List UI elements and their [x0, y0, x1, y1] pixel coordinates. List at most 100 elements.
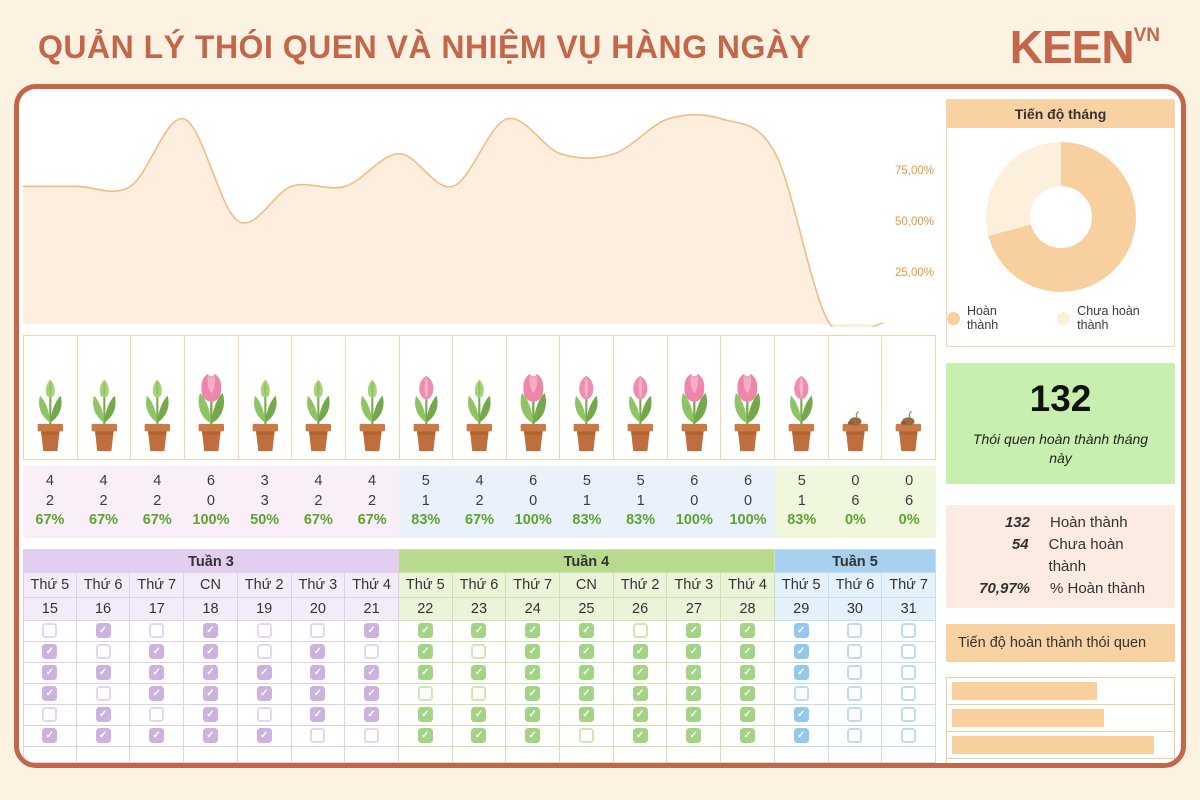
checkbox-day15-habit5[interactable]	[42, 707, 58, 722]
checkbox-day29-habit4[interactable]	[793, 686, 809, 701]
checkbox-day27-habit3[interactable]: ✓	[686, 665, 702, 680]
checkbox-day26-habit2[interactable]: ✓	[632, 644, 648, 659]
checkbox-day15-habit3[interactable]: ✓	[42, 665, 58, 680]
checkbox-day18-habit6[interactable]: ✓	[202, 728, 218, 743]
checkbox-day26-habit1[interactable]	[632, 623, 648, 638]
checkbox-day22-habit4[interactable]	[417, 686, 433, 701]
checkbox-day28-habit3[interactable]: ✓	[740, 665, 756, 680]
checkbox-day17-habit4[interactable]: ✓	[149, 686, 165, 701]
checkbox-day28-habit1[interactable]: ✓	[740, 623, 756, 638]
checkbox-day22-habit2[interactable]: ✓	[417, 644, 433, 659]
checkbox-day19-habit5[interactable]	[256, 707, 272, 722]
checkbox-day19-habit1[interactable]	[256, 623, 272, 638]
checkbox-day15-habit1[interactable]	[42, 623, 58, 638]
checkbox-day16-habit1[interactable]: ✓	[95, 623, 111, 638]
checkbox-day18-habit5[interactable]: ✓	[202, 707, 218, 722]
checkbox-day25-habit3[interactable]: ✓	[578, 665, 594, 680]
checkbox-day16-habit2[interactable]	[95, 644, 111, 659]
checkbox-day21-habit2[interactable]	[364, 644, 380, 659]
checkbox-day20-habit2[interactable]: ✓	[310, 644, 326, 659]
checkbox-day28-habit6[interactable]: ✓	[740, 728, 756, 743]
checkbox-day24-habit5[interactable]: ✓	[525, 707, 541, 722]
checkbox-day29-habit3[interactable]: ✓	[793, 665, 809, 680]
checkbox-day25-habit6[interactable]	[578, 728, 594, 743]
checkbox-day20-habit3[interactable]: ✓	[310, 665, 326, 680]
checkbox-day15-habit6[interactable]: ✓	[42, 728, 58, 743]
checkbox-day30-habit3[interactable]	[847, 665, 863, 680]
checkbox-day20-habit4[interactable]: ✓	[310, 686, 326, 701]
checkbox-day30-habit6[interactable]	[847, 728, 863, 743]
checkbox-day17-habit2[interactable]: ✓	[149, 644, 165, 659]
checkbox-day31-habit2[interactable]	[901, 644, 917, 659]
checkbox-day18-habit4[interactable]: ✓	[202, 686, 218, 701]
checkbox-day20-habit1[interactable]	[310, 623, 326, 638]
checkbox-day23-habit2[interactable]	[471, 644, 487, 659]
checkbox-day29-habit5[interactable]: ✓	[793, 707, 809, 722]
checkbox-day22-habit3[interactable]: ✓	[417, 665, 433, 680]
checkbox-day27-habit1[interactable]: ✓	[686, 623, 702, 638]
checkbox-day18-habit3[interactable]: ✓	[202, 665, 218, 680]
checkbox-day31-habit4[interactable]	[901, 686, 917, 701]
checkbox-day23-habit3[interactable]: ✓	[471, 665, 487, 680]
checkbox-day27-habit5[interactable]: ✓	[686, 707, 702, 722]
checkbox-day28-habit2[interactable]: ✓	[740, 644, 756, 659]
checkbox-day24-habit1[interactable]: ✓	[525, 623, 541, 638]
checkbox-day22-habit1[interactable]: ✓	[417, 623, 433, 638]
checkbox-day23-habit6[interactable]: ✓	[471, 728, 487, 743]
checkbox-day18-habit2[interactable]: ✓	[202, 644, 218, 659]
checkbox-day19-habit3[interactable]: ✓	[256, 665, 272, 680]
checkbox-day18-habit1[interactable]: ✓	[202, 623, 218, 638]
checkbox-day22-habit6[interactable]: ✓	[417, 728, 433, 743]
checkbox-day30-habit4[interactable]	[847, 686, 863, 701]
checkbox-day25-habit2[interactable]: ✓	[578, 644, 594, 659]
checkbox-day23-habit5[interactable]: ✓	[471, 707, 487, 722]
checkbox-day24-habit4[interactable]: ✓	[525, 686, 541, 701]
checkbox-day29-habit1[interactable]: ✓	[793, 623, 809, 638]
checkbox-day15-habit4[interactable]: ✓	[42, 686, 58, 701]
checkbox-day30-habit2[interactable]	[847, 644, 863, 659]
checkbox-day21-habit6[interactable]	[364, 728, 380, 743]
checkbox-day24-habit2[interactable]: ✓	[525, 644, 541, 659]
checkbox-day27-habit4[interactable]: ✓	[686, 686, 702, 701]
checkbox-day26-habit5[interactable]: ✓	[632, 707, 648, 722]
checkbox-day20-habit6[interactable]	[310, 728, 326, 743]
checkbox-day25-habit5[interactable]: ✓	[578, 707, 594, 722]
checkbox-day26-habit6[interactable]: ✓	[632, 728, 648, 743]
checkbox-day31-habit3[interactable]	[901, 665, 917, 680]
checkbox-day19-habit6[interactable]: ✓	[256, 728, 272, 743]
checkbox-day23-habit4[interactable]	[471, 686, 487, 701]
checkbox-day16-habit4[interactable]	[95, 686, 111, 701]
checkbox-day25-habit4[interactable]: ✓	[578, 686, 594, 701]
checkbox-day31-habit1[interactable]	[901, 623, 917, 638]
checkbox-day30-habit5[interactable]	[847, 707, 863, 722]
checkbox-day30-habit1[interactable]	[847, 623, 863, 638]
checkbox-day22-habit5[interactable]: ✓	[417, 707, 433, 722]
checkbox-day21-habit4[interactable]: ✓	[364, 686, 380, 701]
checkbox-day20-habit5[interactable]: ✓	[310, 707, 326, 722]
checkbox-day27-habit2[interactable]: ✓	[686, 644, 702, 659]
checkbox-day31-habit6[interactable]	[901, 728, 917, 743]
checkbox-day16-habit5[interactable]: ✓	[95, 707, 111, 722]
checkbox-day21-habit5[interactable]: ✓	[364, 707, 380, 722]
checkbox-day26-habit4[interactable]: ✓	[632, 686, 648, 701]
checkbox-day24-habit3[interactable]: ✓	[525, 665, 541, 680]
checkbox-day17-habit1[interactable]	[149, 623, 165, 638]
checkbox-day15-habit2[interactable]: ✓	[42, 644, 58, 659]
checkbox-day16-habit6[interactable]: ✓	[95, 728, 111, 743]
checkbox-day21-habit3[interactable]: ✓	[364, 665, 380, 680]
checkbox-day17-habit3[interactable]: ✓	[149, 665, 165, 680]
checkbox-day28-habit5[interactable]: ✓	[740, 707, 756, 722]
checkbox-day17-habit5[interactable]	[149, 707, 165, 722]
checkbox-day23-habit1[interactable]: ✓	[471, 623, 487, 638]
checkbox-day25-habit1[interactable]: ✓	[578, 623, 594, 638]
checkbox-day26-habit3[interactable]: ✓	[632, 665, 648, 680]
checkbox-day31-habit5[interactable]	[901, 707, 917, 722]
checkbox-day16-habit3[interactable]: ✓	[95, 665, 111, 680]
checkbox-day21-habit1[interactable]: ✓	[364, 623, 380, 638]
checkbox-day29-habit2[interactable]: ✓	[793, 644, 809, 659]
checkbox-day17-habit6[interactable]: ✓	[149, 728, 165, 743]
checkbox-day19-habit2[interactable]	[256, 644, 272, 659]
checkbox-day28-habit4[interactable]: ✓	[740, 686, 756, 701]
checkbox-day19-habit4[interactable]: ✓	[256, 686, 272, 701]
checkbox-day29-habit6[interactable]: ✓	[793, 728, 809, 743]
